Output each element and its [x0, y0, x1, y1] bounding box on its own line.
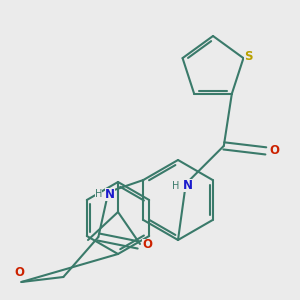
- Text: H: H: [172, 181, 179, 191]
- Text: O: O: [142, 238, 152, 251]
- Text: O: O: [270, 144, 280, 158]
- Text: N: N: [105, 188, 116, 200]
- Text: O: O: [14, 266, 24, 280]
- Text: N: N: [183, 179, 193, 192]
- Text: H: H: [95, 189, 102, 199]
- Text: S: S: [244, 50, 253, 63]
